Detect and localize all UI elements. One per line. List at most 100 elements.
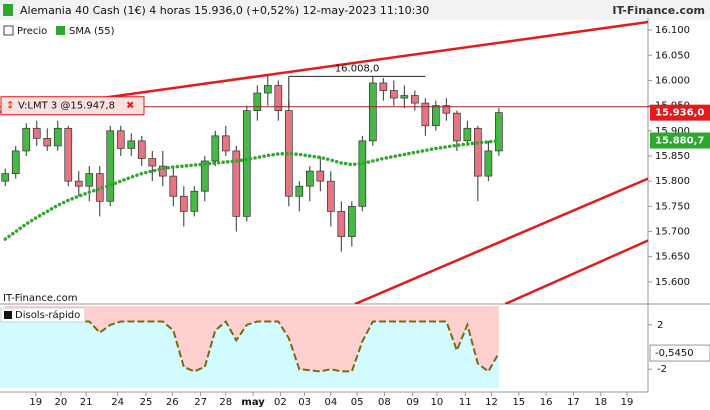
candle-body xyxy=(232,150,241,217)
y-tick-label: 15.600 xyxy=(655,277,690,288)
candle-body xyxy=(74,180,83,187)
x-tick-label: 25 xyxy=(140,397,153,408)
candle-body xyxy=(274,85,283,111)
x-tick-label: 20 xyxy=(55,397,68,408)
brand: IT-Finance.com xyxy=(612,4,705,17)
y-tick-label: 16.050 xyxy=(655,50,690,61)
candle-body xyxy=(127,140,136,149)
price-box xyxy=(650,132,710,149)
price-box-label: 15.880,7 xyxy=(655,136,704,147)
candle-body xyxy=(347,205,356,237)
order-arrow: ↕ xyxy=(6,101,14,112)
candle-body xyxy=(190,190,199,212)
candle-body xyxy=(200,160,209,192)
indicator-title: Disols-rápido xyxy=(15,309,80,321)
order-label: V:LMT 3 @15.947,8 xyxy=(18,101,115,112)
indicator-fill-below xyxy=(0,321,499,388)
x-tick-label: 19 xyxy=(29,397,42,408)
y-tick-label: 15.650 xyxy=(655,252,690,263)
candle-body xyxy=(22,127,31,152)
x-tick-label: 05 xyxy=(351,397,364,408)
trend-line xyxy=(504,239,648,304)
candle-body xyxy=(442,105,451,114)
candle-body xyxy=(474,127,482,177)
x-tick-label: may xyxy=(241,397,265,408)
annotation-label: 16.008,0 xyxy=(335,63,380,74)
x-tick-label: 21 xyxy=(80,397,93,408)
candle-body xyxy=(1,173,10,182)
candle-body xyxy=(484,150,493,177)
title-bar xyxy=(0,0,710,20)
candle-body xyxy=(400,95,409,99)
candle-body xyxy=(221,135,230,152)
legend-label: Precio xyxy=(17,26,47,37)
y-tick-label: 15.700 xyxy=(655,226,690,237)
candle-body xyxy=(389,90,398,99)
candle-body xyxy=(421,102,430,127)
x-tick-label: 15 xyxy=(512,397,525,408)
candle-body xyxy=(358,140,367,207)
price-box xyxy=(650,104,710,121)
candle-body xyxy=(179,195,188,212)
x-tick-label: 16 xyxy=(540,397,553,408)
candle-body xyxy=(53,127,62,147)
x-tick-label: 08 xyxy=(378,397,391,408)
y-tick-label: 15.900 xyxy=(655,126,690,137)
candle-body xyxy=(64,127,73,182)
order-close[interactable]: ✖ xyxy=(126,101,134,112)
candle-body xyxy=(295,185,304,197)
x-tick-label: 28 xyxy=(219,397,232,408)
candle-body xyxy=(32,127,41,139)
legend-label: SMA (55) xyxy=(69,26,115,37)
y-tick-label: -2 xyxy=(657,364,667,375)
x-tick-label: 10 xyxy=(431,397,444,408)
x-tick-label: 19 xyxy=(621,397,634,408)
candle-body xyxy=(148,158,157,167)
x-tick-label: 04 xyxy=(324,397,337,408)
sma-line xyxy=(3,138,501,241)
candle-body xyxy=(85,173,94,187)
candle-body xyxy=(453,112,461,142)
price-box-label: 15.936,0 xyxy=(655,108,704,119)
x-tick-label: 12 xyxy=(485,397,498,408)
candle-body xyxy=(337,211,346,237)
legend-swatch xyxy=(3,25,14,36)
candle-body xyxy=(368,82,377,142)
candle-body xyxy=(11,150,20,174)
x-tick-label: 26 xyxy=(166,397,179,408)
x-tick-label: 03 xyxy=(298,397,311,408)
candle-body xyxy=(106,130,115,202)
x-tick-label: 18 xyxy=(594,397,607,408)
y-tick-label: 15.800 xyxy=(655,176,690,187)
candle-body xyxy=(410,95,419,104)
legend-swatch xyxy=(56,26,65,35)
y-tick-label: 2 xyxy=(657,320,663,331)
y-tick-label: 16.100 xyxy=(655,25,690,36)
candle-body xyxy=(432,105,440,127)
y-tick-label: 16.000 xyxy=(655,75,690,86)
candle-body xyxy=(316,170,325,182)
candle-body xyxy=(463,127,472,142)
candle-body xyxy=(169,175,178,197)
trend-line xyxy=(354,177,648,304)
candle-body xyxy=(211,135,220,162)
candle-body xyxy=(305,170,314,187)
chart-title: Alemania 40 Cash (1€) 4 horas 15.936,0 (… xyxy=(20,4,429,17)
indicator-box xyxy=(649,344,710,362)
candle-body xyxy=(137,140,146,159)
indicator-line xyxy=(5,319,500,373)
candle-body xyxy=(495,112,503,152)
x-tick-label: 09 xyxy=(406,397,419,408)
indicator-swatch xyxy=(4,311,12,319)
icon xyxy=(3,4,13,16)
candle-body xyxy=(263,85,272,94)
candle-body xyxy=(326,180,335,212)
x-tick-label: 17 xyxy=(567,397,580,408)
candle-body xyxy=(253,92,262,111)
x-tick-label: 27 xyxy=(194,397,207,408)
y-tick-label: 15.750 xyxy=(655,201,690,212)
y-tick-label: 15.850 xyxy=(655,151,690,162)
x-tick-label: 11 xyxy=(459,397,472,408)
x-tick-label: 24 xyxy=(111,397,124,408)
